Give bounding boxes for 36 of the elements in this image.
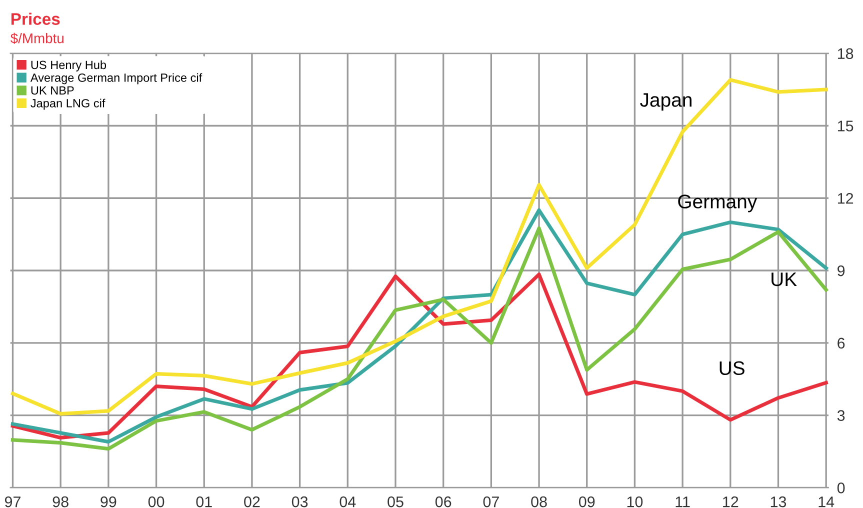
x-tick-label: 09 xyxy=(578,496,595,508)
legend-label: Japan LNG cif xyxy=(30,98,106,110)
chart-subtitle: $/Mmbtu xyxy=(10,32,64,44)
x-tick-label: 11 xyxy=(676,496,690,508)
x-tick-label: 01 xyxy=(196,496,212,508)
x-tick-label: 06 xyxy=(435,496,452,508)
annotation: US xyxy=(720,361,744,376)
y-tick-label: 0 xyxy=(837,482,845,494)
annotation: Japan xyxy=(640,93,692,111)
chart-title: Prices xyxy=(11,12,60,25)
x-tick-label: 14 xyxy=(818,496,834,508)
y-tick-label: 9 xyxy=(838,265,845,276)
legend-label: US Henry Hub xyxy=(31,60,106,72)
x-tick-label: 05 xyxy=(388,496,404,508)
x-tick-label: 07 xyxy=(483,496,499,508)
x-tick-label: 08 xyxy=(531,496,547,508)
x-tick-label: 04 xyxy=(340,496,356,508)
y-tick-label: 15 xyxy=(838,120,854,132)
x-tick-label: 97 xyxy=(4,496,20,508)
y-tick-label: 6 xyxy=(838,338,845,349)
legend-label: UK NBP xyxy=(31,86,74,95)
x-tick-label: 13 xyxy=(770,496,786,508)
y-tick-label: 3 xyxy=(837,410,845,421)
x-tick-label: 12 xyxy=(723,496,738,508)
legend-label: Average German Import Price cif xyxy=(30,73,202,84)
x-tick-label: 99 xyxy=(100,496,116,508)
annotation: Germany xyxy=(678,194,758,212)
annotation: UK xyxy=(772,272,797,286)
x-tick-label: 00 xyxy=(148,496,164,508)
x-tick-label: 03 xyxy=(292,496,308,508)
x-tick-label: 98 xyxy=(52,496,68,508)
x-tick-label: 10 xyxy=(627,496,643,508)
y-tick-label: 18 xyxy=(838,48,854,60)
y-tick-label: 12 xyxy=(838,192,854,204)
line-series xyxy=(10,272,828,440)
x-tick-label: 02 xyxy=(244,496,260,508)
